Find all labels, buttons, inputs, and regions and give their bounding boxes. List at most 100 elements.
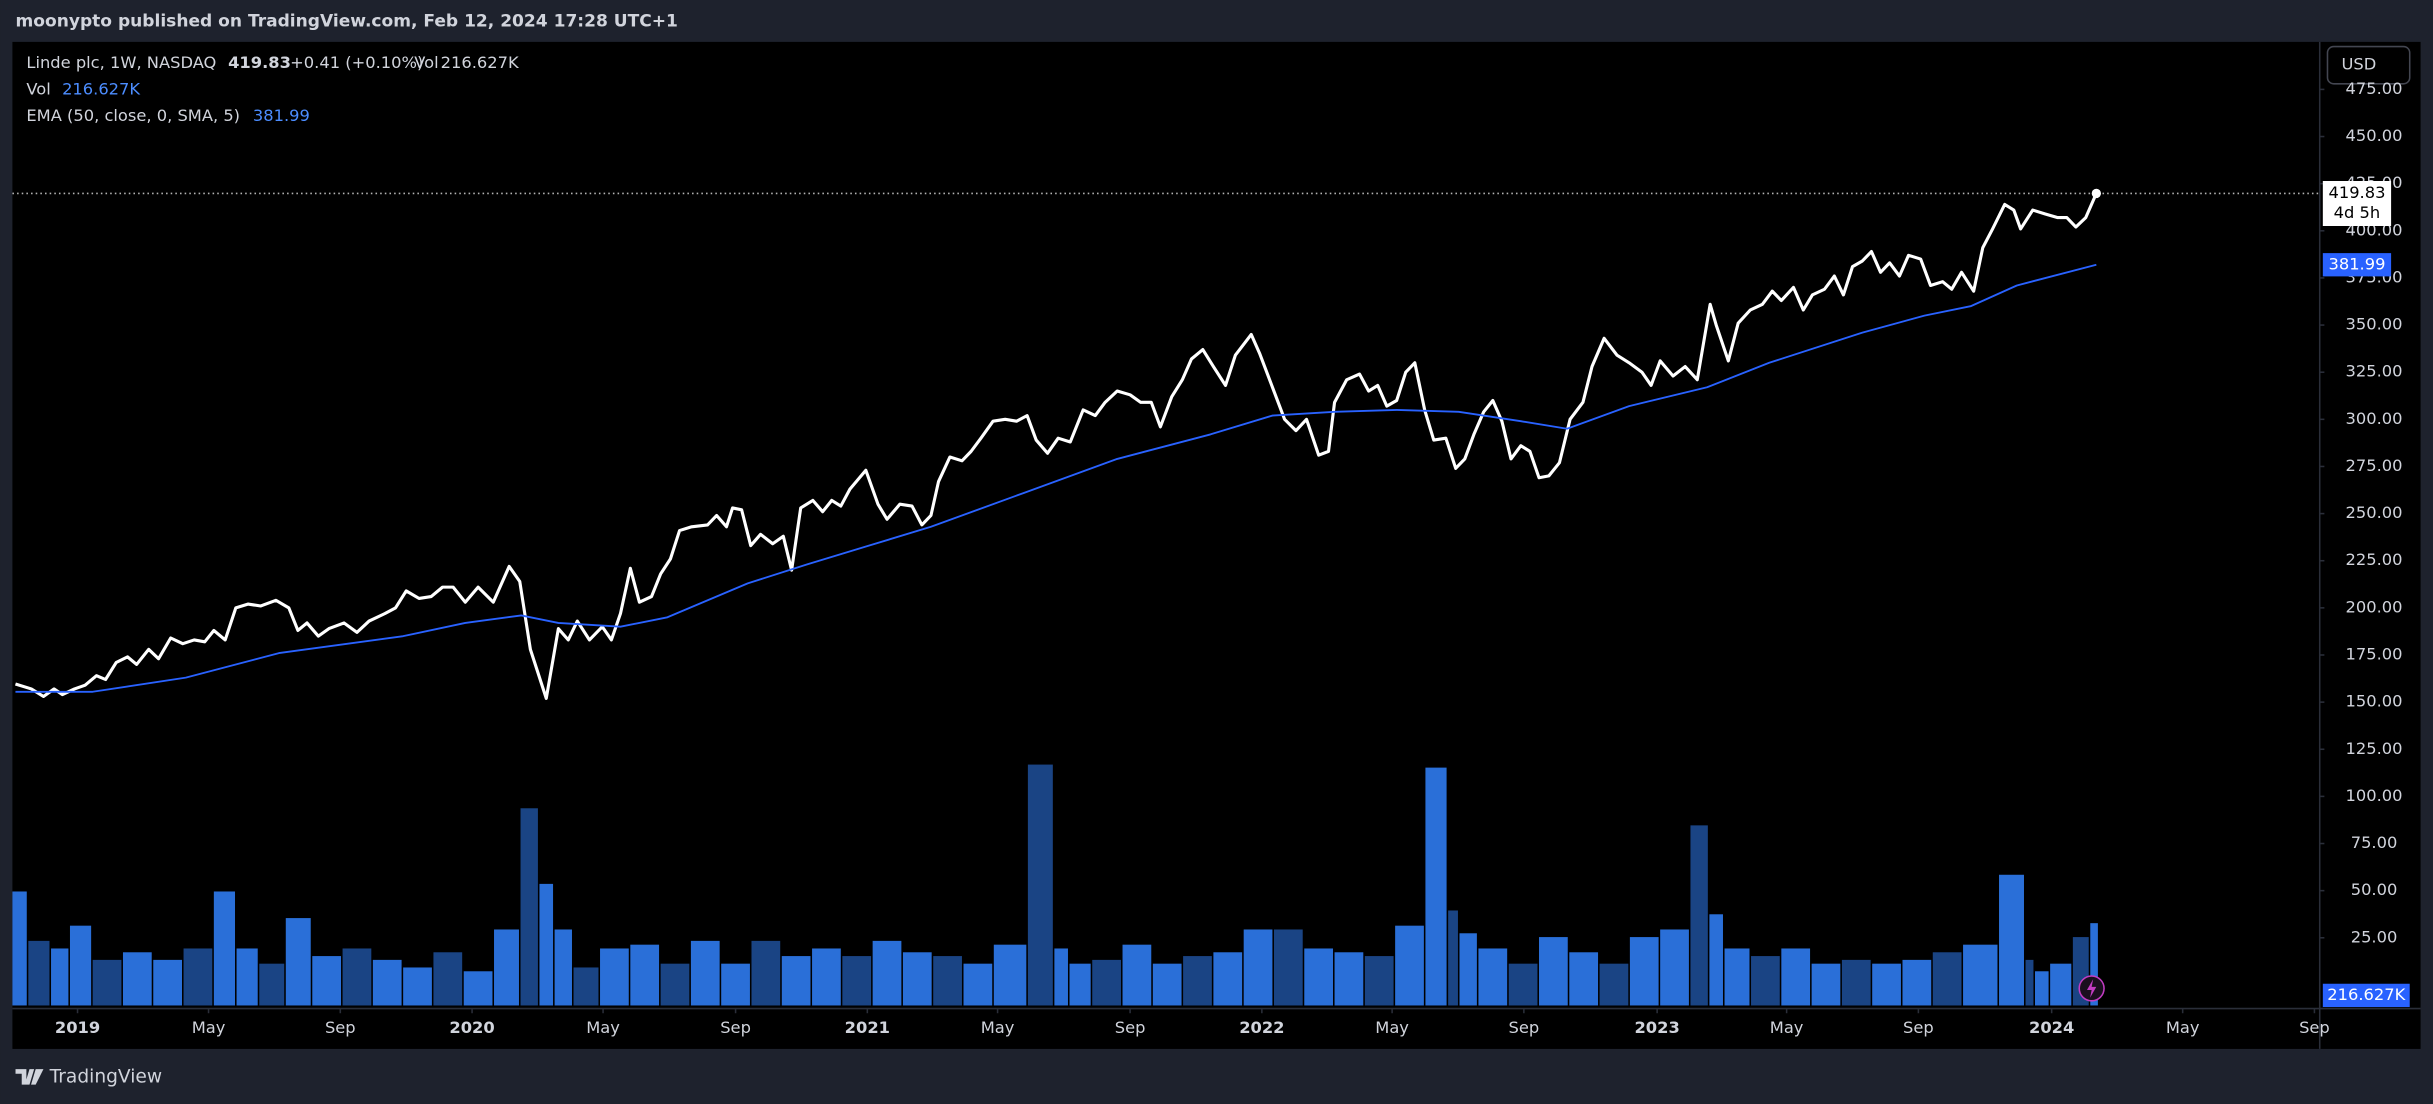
y-tick-label: 225.00 <box>2346 550 2403 569</box>
ema-legend: EMA (50, close, 0, SMA, 5) <box>26 106 240 125</box>
volume-bar <box>1660 929 1689 1006</box>
volume-bar <box>751 940 781 1006</box>
volume-bar <box>1459 933 1477 1006</box>
volume-bar <box>12 891 27 1006</box>
volume-bar <box>660 963 690 1006</box>
x-tick-label: May <box>981 1018 1015 1037</box>
vol-value-inline: 216.627K <box>441 53 520 72</box>
vol-legend: Vol <box>26 79 50 98</box>
chart-panel <box>12 41 2421 1049</box>
brand: TradingView <box>49 1066 162 1087</box>
ema-badge <box>2322 253 2392 277</box>
volume-bar <box>122 952 152 1006</box>
volume-bar <box>933 956 962 1006</box>
volume-bar <box>1069 963 1091 1006</box>
price-change: +0.41 (+0.10%) <box>290 53 423 72</box>
y-tick-label: 150.00 <box>2346 692 2403 711</box>
price-line <box>14 192 2098 700</box>
volume-bar <box>1027 764 1053 1006</box>
volume-bar <box>963 963 993 1006</box>
volume-bar <box>1811 963 1841 1006</box>
x-tick-label: May <box>586 1018 620 1037</box>
x-tick-label: May <box>1375 1018 1409 1037</box>
volume-bar <box>554 929 572 1006</box>
volume-bar <box>1508 963 1538 1006</box>
volume-bar <box>1841 959 1871 1006</box>
y-tick-label: 125.00 <box>2346 739 2403 758</box>
volume-bar <box>1304 948 1334 1006</box>
volume-bar <box>1425 767 1447 1006</box>
y-tick-label: 300.00 <box>2346 409 2403 428</box>
y-tick-label: 450.00 <box>2346 126 2403 145</box>
y-tick-label: 350.00 <box>2346 315 2403 334</box>
volume-bar <box>842 956 872 1006</box>
plot <box>12 192 2098 1006</box>
volume-bar <box>1751 956 1780 1006</box>
y-tick-label: 325.00 <box>2346 362 2403 381</box>
brand-logo <box>15 1069 44 1085</box>
volume-bar <box>1569 952 1599 1006</box>
publisher: moonypto published on TradingView.com, F… <box>16 12 678 32</box>
volume-bar <box>1902 959 1932 1006</box>
vol-legend-value: 216.627K <box>62 79 141 98</box>
y-tick-label: 25.00 <box>2351 927 2398 946</box>
x-tick-label: Sep <box>325 1018 356 1037</box>
x-tick-label: Sep <box>2299 1018 2330 1037</box>
volume-bar <box>573 967 599 1006</box>
volume-bar <box>2050 963 2072 1006</box>
volume-bar <box>690 940 720 1006</box>
y-tick-label: 175.00 <box>2346 644 2403 663</box>
volume-bar <box>372 959 402 1006</box>
volume-bar <box>1478 948 1508 1006</box>
currency-button[interactable] <box>2326 45 2411 85</box>
volume-bar <box>1709 914 1723 1006</box>
volume-bar <box>1213 952 1243 1006</box>
lightning-glyph <box>2086 979 2097 998</box>
volume-bar <box>1690 825 1708 1006</box>
volume-bar <box>69 925 92 1006</box>
x-tick-label: Sep <box>1903 1018 1934 1037</box>
ema-line <box>15 263 2097 693</box>
symbol: Linde plc, 1W, NASDAQ <box>26 53 216 72</box>
y-tick-label: 275.00 <box>2346 456 2403 475</box>
volume-bar <box>494 929 519 1006</box>
volume-bar <box>1364 956 1394 1006</box>
volume-bar <box>539 883 554 1006</box>
volume-bar <box>1152 963 1182 1006</box>
volume-bar <box>1183 956 1212 1006</box>
volume-bar <box>721 963 750 1006</box>
volume-bar <box>403 967 432 1006</box>
y-tick-label: 75.00 <box>2351 833 2398 852</box>
volume-bar <box>92 959 122 1006</box>
last-price: 419.83 <box>228 53 291 72</box>
x-tick-label: 2022 <box>1239 1018 1284 1037</box>
y-tick-label: 250.00 <box>2346 503 2403 522</box>
volume-bar <box>213 891 236 1006</box>
volume-bar <box>1092 959 1121 1006</box>
volume-bar <box>1599 963 1629 1006</box>
vol-badge-value: 216.627K <box>2327 985 2406 1004</box>
volume-bar <box>1963 944 1998 1006</box>
x-tick-label: Sep <box>1115 1018 1146 1037</box>
volume-bar <box>2090 923 2098 1006</box>
x-tick-label: 2023 <box>1634 1018 1679 1037</box>
volume-bar <box>259 963 285 1006</box>
volume-bar <box>342 948 372 1006</box>
volume-bar <box>1122 944 1152 1006</box>
volume-bar <box>285 918 311 1006</box>
x-tick-label: 2020 <box>449 1018 494 1037</box>
currency[interactable]: USD <box>2341 55 2376 74</box>
volume-bar <box>630 944 660 1006</box>
volume-bar <box>28 940 50 1006</box>
volume-bar <box>812 948 841 1006</box>
ema-legend-value: 381.99 <box>253 106 310 125</box>
volume-bar <box>1872 963 1901 1006</box>
vol-label-inline: Vol <box>414 53 438 72</box>
ema-badge-value: 381.99 <box>2328 254 2385 273</box>
volume-bar <box>463 971 493 1006</box>
price-badge <box>2322 181 2392 227</box>
volume-bar <box>2025 959 2034 1006</box>
volume-bar <box>1334 952 1364 1006</box>
volume-bar <box>433 952 463 1006</box>
